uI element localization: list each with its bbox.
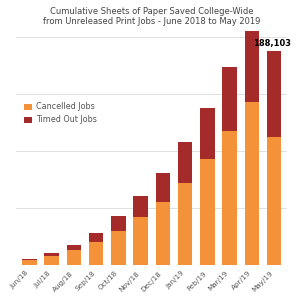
Bar (67, 250, 81, 265)
Bar (244, 22, 259, 102)
Bar (111, 216, 126, 231)
Bar (222, 130, 237, 265)
Bar (67, 245, 81, 250)
Title: Cumulative Sheets of Paper Saved College-Wide
from Unreleased Print Jobs - June : Cumulative Sheets of Paper Saved College… (43, 7, 260, 26)
Bar (89, 233, 103, 242)
Bar (244, 102, 259, 265)
Bar (22, 260, 37, 265)
Bar (22, 259, 37, 260)
Bar (178, 142, 192, 183)
Bar (267, 137, 281, 265)
Text: 188,103: 188,103 (253, 39, 291, 48)
Bar (200, 159, 214, 265)
Bar (222, 67, 237, 130)
Legend: Cancelled Jobs, Timed Out Jobs: Cancelled Jobs, Timed Out Jobs (23, 101, 99, 126)
Bar (156, 202, 170, 265)
Bar (200, 108, 214, 159)
Bar (134, 196, 148, 217)
Bar (44, 256, 59, 265)
Bar (44, 253, 59, 256)
Bar (111, 231, 126, 265)
Bar (267, 51, 281, 137)
Bar (89, 242, 103, 265)
Bar (156, 173, 170, 202)
Bar (134, 217, 148, 265)
Bar (178, 183, 192, 265)
